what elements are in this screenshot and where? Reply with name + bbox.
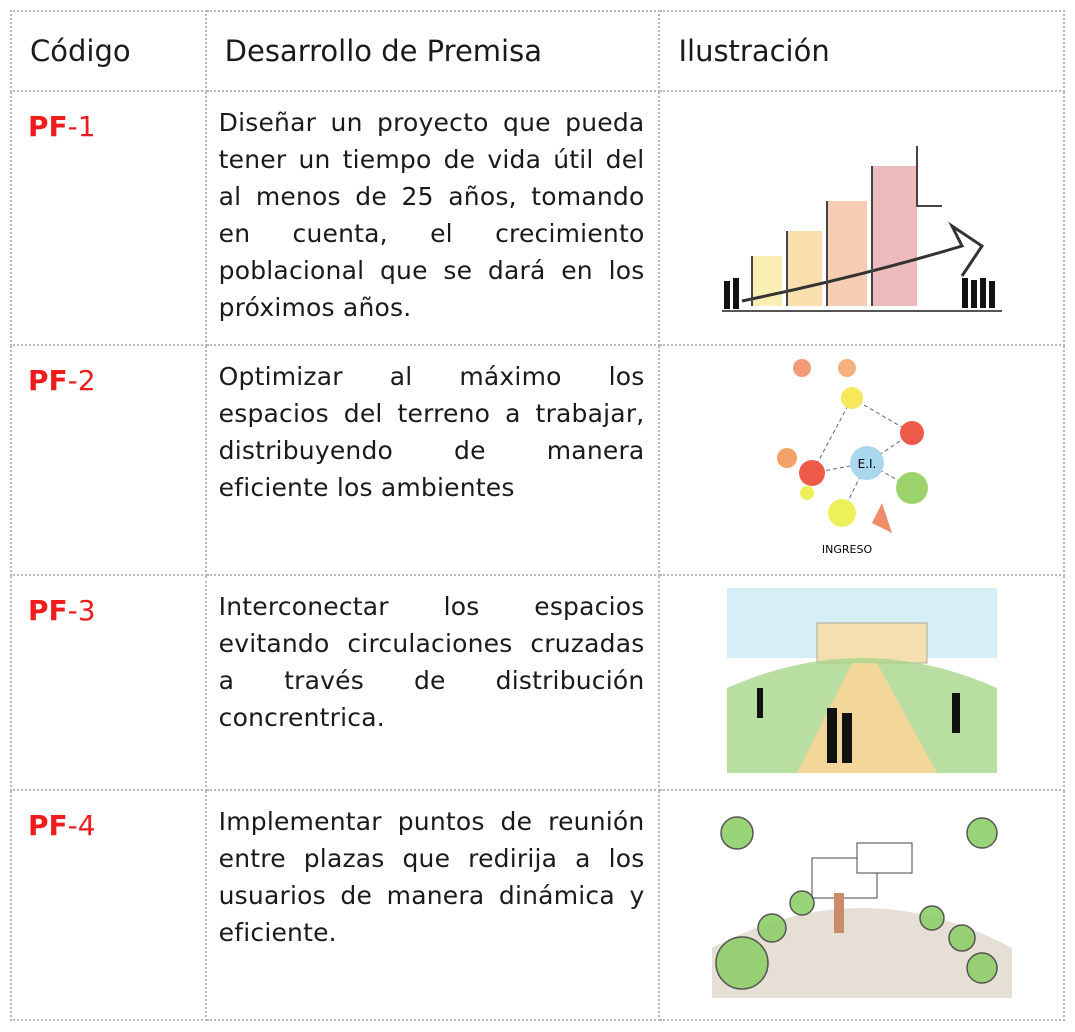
sketch-label: E.I. [857, 457, 876, 471]
code-cell: PF-1 [10, 90, 207, 346]
premise-text: Implementar puntos de reunión entre plaz… [204, 789, 661, 1021]
sketch-label: INGRESO [822, 543, 873, 556]
code-prefix: PF [28, 110, 68, 143]
code-prefix: PF [28, 594, 68, 627]
illustration [658, 789, 1065, 1021]
illustration: E.I. INGRESO [658, 344, 1065, 576]
row: PF-4 Implementar puntos de reunión entre… [10, 789, 1065, 1021]
header-cell: Ilustración [658, 10, 1065, 92]
sketch [726, 588, 997, 773]
header-row: Código Desarrollo de Premisa Ilustración [10, 10, 1065, 92]
premise-table: Código Desarrollo de Premisa Ilustración… [10, 10, 1065, 1021]
sketch [721, 146, 1002, 312]
premise-text: Diseñar un proyecto que pueda tener un t… [204, 90, 661, 346]
illustration [658, 90, 1065, 346]
row: PF-2 Optimizar al máximo los espacios de… [10, 344, 1065, 576]
code-cell: PF-3 [10, 574, 207, 791]
code-cell: PF-4 [10, 789, 207, 1021]
code-prefix: PF [28, 364, 68, 397]
code-suffix: -3 [67, 594, 96, 627]
sketch: E.I. INGRESO [776, 359, 928, 556]
code-suffix: -2 [67, 364, 96, 397]
code-suffix: -1 [67, 110, 96, 143]
premise-text: Optimizar al máximo los espacios del ter… [204, 344, 661, 576]
header-cell: Código [10, 10, 207, 92]
premise-text: Interconectar los espacios evitando circ… [204, 574, 661, 791]
header-cell: Desarrollo de Premisa [204, 10, 661, 92]
row: PF-3 Interconectar los espacios evitando… [10, 574, 1065, 791]
code-cell: PF-2 [10, 344, 207, 576]
illustration [658, 574, 1065, 791]
sketch [711, 816, 1012, 998]
row: PF-1 Diseñar un proyecto que pueda tener… [10, 90, 1065, 346]
code-prefix: PF [28, 809, 68, 842]
code-suffix: -4 [67, 809, 96, 842]
